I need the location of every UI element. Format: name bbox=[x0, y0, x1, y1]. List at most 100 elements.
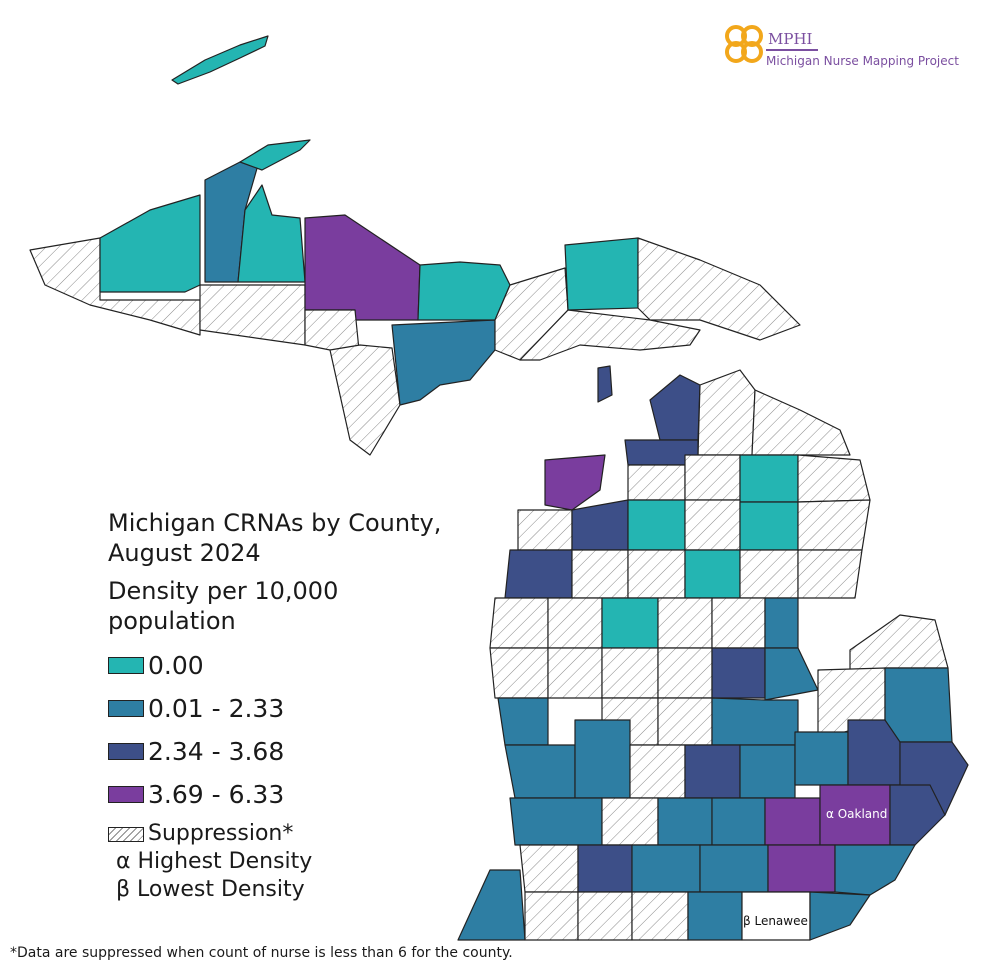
county-manistee bbox=[504, 549, 573, 599]
county-alcona bbox=[797, 499, 871, 551]
county-montmorency bbox=[739, 454, 799, 503]
legend-lowest-density: β Lowest Density bbox=[116, 877, 305, 902]
county-ottawa bbox=[504, 744, 576, 799]
county-hillsdale bbox=[687, 891, 743, 941]
county-kent bbox=[574, 719, 631, 799]
county-muskegon bbox=[497, 697, 549, 746]
county-presque-isle bbox=[751, 389, 851, 456]
county-ionia bbox=[629, 744, 686, 799]
legend-item: 2.34 - 3.68 bbox=[108, 730, 488, 773]
county-isabella bbox=[657, 647, 713, 699]
county-grand-traverse bbox=[571, 499, 629, 551]
county-alger bbox=[417, 261, 511, 321]
county-lake bbox=[547, 597, 603, 649]
footnote: *Data are suppressed when count of nurse… bbox=[10, 945, 513, 961]
county-saginaw bbox=[711, 697, 799, 746]
county-benzie bbox=[517, 509, 573, 551]
county-wexford bbox=[571, 549, 629, 599]
county-eaton bbox=[657, 797, 713, 846]
county-beaver-island bbox=[597, 365, 613, 403]
county-cass bbox=[524, 891, 579, 941]
county-ontonagon bbox=[99, 194, 201, 293]
county-kalamazoo bbox=[577, 844, 633, 893]
county-marquette bbox=[304, 214, 421, 321]
legend-item-label: 0.00 bbox=[148, 651, 204, 680]
county-livingston bbox=[764, 797, 821, 846]
county-bay bbox=[764, 647, 819, 701]
county-shiawassee bbox=[739, 744, 796, 799]
suppression-label: Suppression* bbox=[148, 821, 294, 846]
county-keweenaw bbox=[239, 139, 311, 171]
county-antrim bbox=[627, 464, 686, 501]
legend-class-list: 0.00 0.01 - 2.33 2.34 - 3.68 3.69 - 6.33 bbox=[108, 644, 488, 816]
county-washtenaw bbox=[767, 844, 836, 893]
county-roscommon bbox=[684, 549, 741, 599]
county-keweenaw-island bbox=[171, 35, 269, 85]
legend-item: 0.00 bbox=[108, 644, 488, 687]
county-allegan bbox=[509, 797, 603, 846]
county-gratiot bbox=[657, 697, 713, 746]
county-osceola bbox=[601, 597, 659, 649]
county-branch bbox=[631, 891, 689, 941]
county-leelanau bbox=[544, 454, 606, 511]
county-jackson bbox=[699, 844, 769, 893]
county-mackinac bbox=[519, 309, 701, 361]
county-clinton bbox=[684, 744, 741, 799]
legend-title-line1: Michigan CRNAs by County, bbox=[108, 509, 442, 537]
county-sanilac bbox=[884, 667, 953, 743]
county-otsego bbox=[684, 454, 741, 501]
county-ogemaw bbox=[739, 549, 799, 599]
county-emmet bbox=[649, 374, 701, 441]
legend-swatch bbox=[108, 657, 144, 674]
county-iosco bbox=[797, 549, 863, 599]
county-mason bbox=[489, 597, 549, 649]
legend-subtitle-line1: Density per 10,000 bbox=[108, 577, 339, 605]
county-menominee bbox=[329, 344, 401, 456]
county-luce bbox=[564, 237, 639, 311]
county-iron bbox=[199, 284, 306, 346]
legend-suppression: Suppression* bbox=[108, 820, 488, 848]
mphi-logo-mark-icon bbox=[725, 25, 763, 63]
legend-swatch bbox=[108, 743, 144, 760]
legend-item: 0.01 - 2.33 bbox=[108, 687, 488, 730]
county-ingham bbox=[711, 797, 766, 846]
county-st-joseph bbox=[577, 891, 633, 941]
county-baraga bbox=[237, 184, 306, 283]
county-barry bbox=[601, 797, 659, 846]
legend-subtitle: Density per 10,000 population bbox=[108, 576, 488, 636]
lenawee-label: β Lenawee bbox=[743, 914, 808, 928]
legend-item-label: 0.01 - 2.33 bbox=[148, 694, 285, 723]
county-mecosta bbox=[601, 647, 659, 699]
logo-project-name: Michigan Nurse Mapping Project bbox=[766, 54, 959, 68]
county-clare bbox=[657, 597, 713, 649]
county-gladwin bbox=[711, 597, 766, 649]
county-calhoun bbox=[631, 844, 701, 893]
county-oceana bbox=[489, 647, 549, 699]
county-delta bbox=[391, 319, 496, 406]
county-lapeer bbox=[847, 719, 901, 786]
logo-divider bbox=[766, 49, 818, 51]
county-macomb bbox=[889, 784, 946, 846]
legend-swatch bbox=[108, 786, 144, 803]
legend-item-label: 3.69 - 6.33 bbox=[148, 780, 285, 809]
county-midland bbox=[711, 647, 766, 699]
county-genesee bbox=[794, 731, 849, 786]
legend-item: 3.69 - 6.33 bbox=[108, 773, 488, 816]
legend-title-line2: August 2024 bbox=[108, 539, 261, 567]
map-legend: Michigan CRNAs by County, August 2024 De… bbox=[108, 508, 488, 904]
legend-subtitle-line2: population bbox=[108, 607, 236, 635]
legend-item-label: 2.34 - 3.68 bbox=[148, 737, 285, 766]
county-oscoda bbox=[739, 501, 799, 551]
county-van-buren bbox=[519, 844, 579, 893]
county-arenac bbox=[764, 597, 799, 649]
legend-title: Michigan CRNAs by County, August 2024 bbox=[108, 508, 488, 568]
county-newaygo bbox=[547, 647, 603, 699]
logo-abbreviation: MPHI bbox=[768, 30, 813, 48]
county-cheboygan bbox=[697, 369, 756, 456]
county-crawford bbox=[684, 499, 741, 551]
county-chippewa bbox=[637, 237, 801, 341]
county-kalkaska bbox=[627, 499, 686, 551]
county-alpena bbox=[797, 454, 871, 503]
suppression-swatch bbox=[108, 826, 144, 842]
